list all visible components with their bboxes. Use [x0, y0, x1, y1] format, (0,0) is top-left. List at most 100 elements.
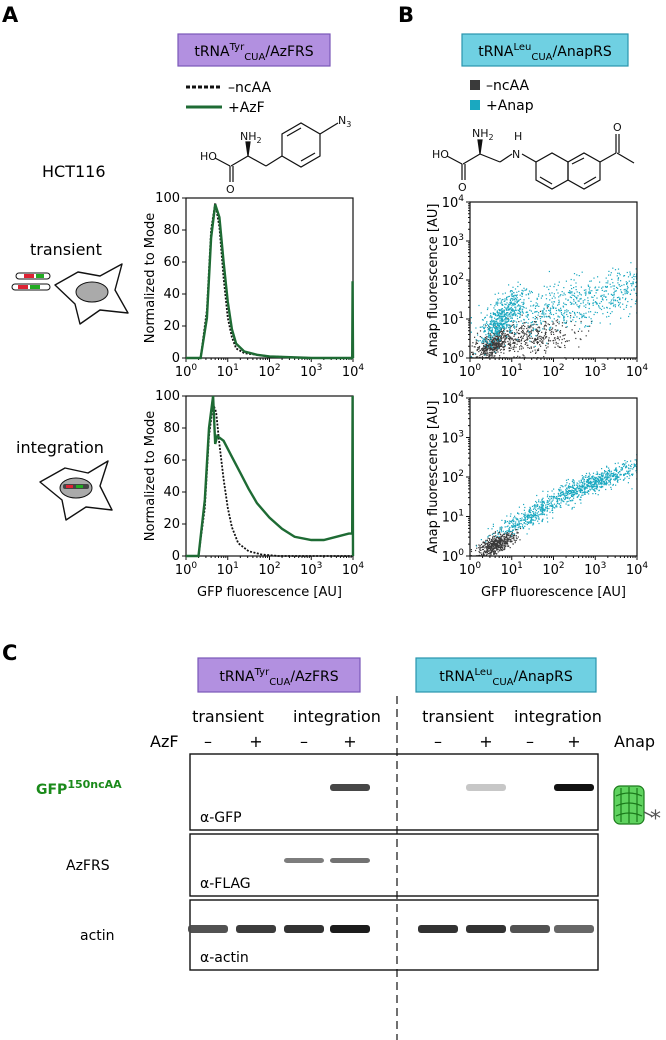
scatter-point [488, 547, 490, 550]
scatter-point [588, 330, 590, 332]
scatter-point [566, 320, 568, 322]
scatter-point [598, 480, 601, 483]
scatter-point [592, 302, 594, 304]
scatter-point [538, 305, 540, 307]
scatter-point [560, 309, 562, 311]
scatter-point [621, 467, 624, 469]
scatter-point [510, 302, 512, 304]
scatter-point [503, 352, 505, 354]
scatter-point [583, 491, 585, 493]
scatter-point [496, 350, 498, 352]
scatter-point [547, 316, 549, 318]
scatter-point [498, 334, 500, 336]
scatter-point [521, 325, 523, 327]
scatter-point [588, 311, 590, 313]
scatter-point [531, 337, 534, 339]
scatter-point [551, 320, 553, 322]
scatter-point [499, 345, 501, 347]
scatter-point [502, 298, 504, 301]
scatter-point [515, 346, 517, 348]
scatter-point [549, 299, 551, 301]
scatter-point [560, 485, 562, 487]
scatter-point [481, 319, 484, 321]
scatter-point [571, 487, 574, 489]
scatter-point [597, 479, 599, 481]
scatter-point [487, 307, 489, 309]
scatter-point [595, 493, 597, 495]
scatter-point [589, 292, 591, 294]
scatter-point [470, 549, 472, 551]
scatter-point [509, 325, 511, 327]
scatter-point [534, 349, 536, 351]
scatter-point [587, 300, 589, 302]
scatter-point [518, 304, 520, 307]
scatter-point [489, 548, 491, 550]
scatter-point [491, 349, 493, 351]
scatter-point [549, 340, 552, 342]
scatter-point [484, 550, 486, 552]
scatter-point [612, 302, 614, 304]
scatter-point [592, 299, 595, 301]
scatter-point [533, 342, 535, 344]
scatter-point [576, 316, 578, 318]
scatter-point [615, 470, 618, 472]
scatter-point [506, 299, 508, 301]
scatter-point [527, 329, 529, 331]
blot-band-gfp [330, 784, 370, 791]
scatter-point [595, 486, 597, 488]
scatter-point [492, 322, 494, 324]
scatter-point [585, 472, 588, 475]
scatter-point [536, 311, 538, 313]
scatter-point [513, 342, 515, 344]
scatter-point [584, 488, 586, 490]
scatter-point [614, 269, 617, 271]
scatter-point [570, 486, 572, 488]
scatter-point [516, 529, 518, 531]
scatter-point [551, 330, 553, 332]
scatter-point [482, 548, 484, 551]
scatter-point [582, 482, 584, 484]
scatter-point [483, 553, 485, 555]
scatter-point [597, 472, 599, 474]
scatter-point [568, 340, 570, 342]
scatter-point [508, 335, 510, 337]
scatter-point [497, 340, 499, 342]
scatter-point [558, 498, 560, 500]
scatter-point [563, 292, 565, 294]
scatter-point [557, 284, 559, 286]
scatter-point [491, 549, 493, 551]
scatter-point [600, 308, 603, 311]
scatter-point [564, 334, 566, 336]
scatter-point [539, 340, 541, 342]
scatter-point [512, 529, 514, 531]
scatter-point [537, 341, 539, 343]
scatter-point [526, 523, 528, 526]
scatter-point [507, 296, 509, 298]
scatter-point [585, 293, 587, 295]
y-tick-label: 104 [442, 390, 465, 407]
scatter-point [605, 473, 607, 475]
x-tick-label: 100 [459, 561, 482, 578]
scatter-point [511, 531, 513, 533]
scatter-point [593, 277, 595, 279]
scatter-point [497, 540, 499, 542]
scatter-point [572, 485, 574, 487]
scatter-point [526, 515, 529, 517]
scatter-point [594, 311, 596, 313]
scatter-point [621, 468, 623, 470]
scatter-point [522, 311, 524, 313]
scatter-point [541, 519, 544, 521]
scatter-point [520, 308, 522, 310]
scatter-point [529, 515, 531, 517]
scatter-point [492, 532, 494, 535]
scatter-point [515, 521, 517, 523]
scatter-point [600, 486, 603, 488]
svg-text:N3: N3 [338, 114, 351, 129]
scatter-point [532, 329, 534, 331]
scatter-point [565, 326, 567, 328]
scatter-point [523, 322, 525, 324]
scatter-point [549, 313, 551, 315]
scatter-point [535, 302, 537, 304]
scatter-point [581, 486, 583, 488]
scatter-point [521, 513, 523, 515]
